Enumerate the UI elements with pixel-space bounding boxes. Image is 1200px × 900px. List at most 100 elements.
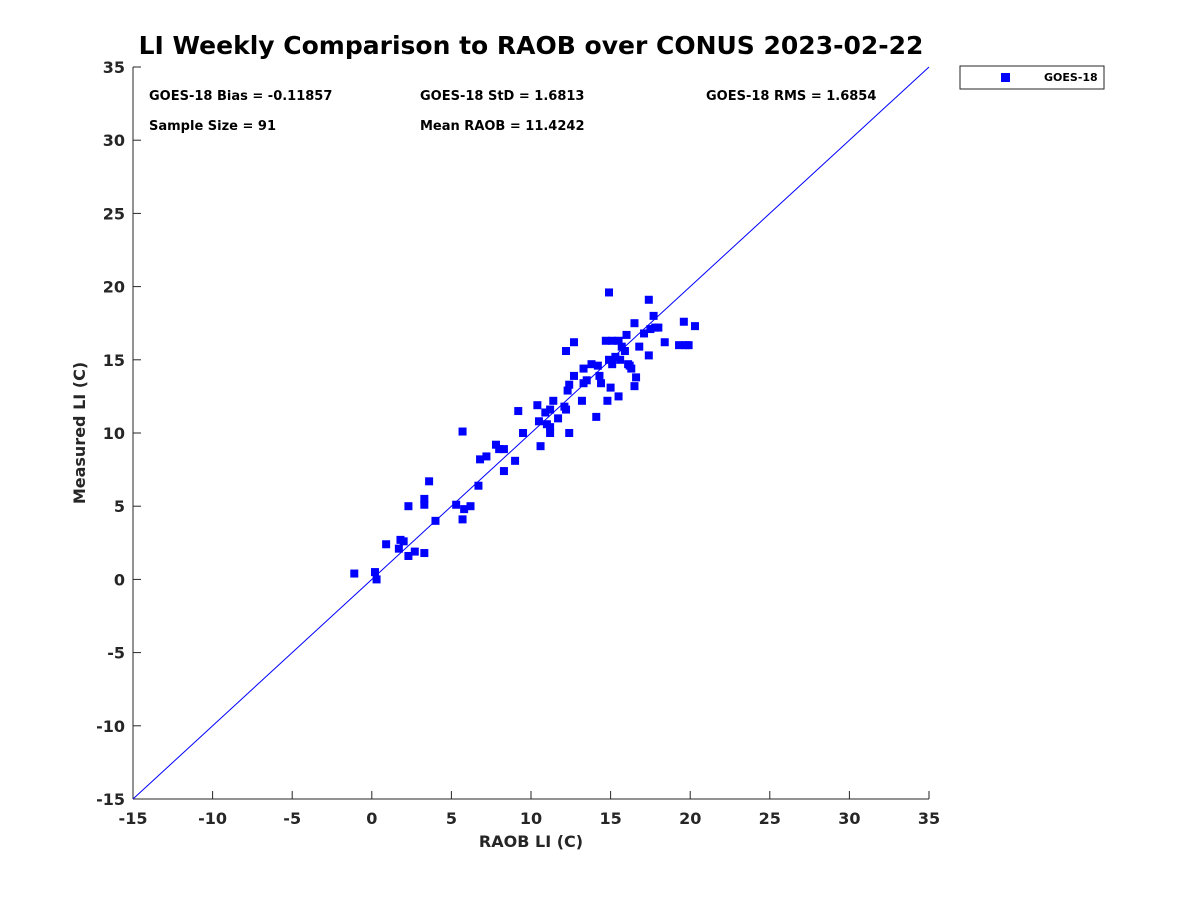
data-point [514,407,523,416]
data-point [565,429,574,437]
y-tick-label: 30 [103,131,125,150]
data-point [533,401,542,410]
data-point [404,551,413,560]
data-point [546,429,555,437]
data-point [410,547,419,556]
data-point [569,338,578,347]
data-point [690,322,699,331]
data-point [644,351,653,360]
y-tick-label: -10 [96,717,125,736]
x-tick-label: -5 [283,809,301,828]
one-to-one-reference-line [132,66,930,800]
data-point [620,347,629,356]
data-point [350,569,359,578]
y-tick-label: -15 [96,790,125,809]
data-point [519,429,528,437]
data-point [474,481,483,490]
data-point [452,500,461,509]
legend-marker-icon [1001,73,1010,82]
data-point [635,342,644,351]
data-point [541,408,550,417]
data-point [611,352,620,361]
data-point [460,505,469,514]
data-point [546,423,555,432]
stats-annotations: GOES-18 Bias = -0.11857 GOES-18 StD = 1.… [149,89,876,134]
x-tick-label: 0 [366,809,377,828]
data-point [608,336,617,345]
data-point [603,396,612,405]
rms-annotation: GOES-18 RMS = 1.6854 [706,89,876,104]
data-point [399,537,408,546]
x-tick-label: 15 [599,809,621,828]
data-point [577,396,586,405]
x-axis-label: RAOB LI (C) [479,832,583,851]
data-point [644,295,653,304]
data-point [458,515,467,524]
data-point [562,347,571,356]
data-points [350,288,699,584]
data-point [372,575,381,584]
y-tick-label: 20 [103,278,125,297]
data-point [679,317,688,326]
data-point [394,544,403,553]
x-tick-label: 10 [520,809,542,828]
data-point [499,445,508,454]
legend-box [959,65,1105,90]
data-point [382,540,391,549]
data-point [684,341,693,350]
plot-area: -15 -10 -5 0 5 10 15 20 25 30 35 -15 -10 -5 0 5 10 15 20 2… [96,58,940,828]
data-point [579,364,588,373]
data-point [431,516,440,525]
data-point [565,380,574,389]
data-point [404,502,413,511]
data-point [632,373,641,382]
sample-size-annotation: Sample Size = 91 [149,119,276,134]
data-point [546,405,555,414]
data-point [499,467,508,476]
y-tick-label: 15 [103,351,125,370]
data-point [495,445,504,454]
y-axis-ticks: -15 -10 -5 0 5 10 15 20 25 30 35 [96,58,141,809]
data-point [614,336,623,345]
y-axis-label: Measured LI (C) [70,362,89,504]
y-tick-label: 25 [103,204,125,223]
data-point [597,379,606,388]
data-point [482,452,491,461]
data-point [511,456,520,465]
data-point [622,330,631,339]
data-point [554,414,563,423]
data-point [601,336,610,345]
legend-label: GOES-18 [1044,71,1098,84]
data-point [675,341,684,350]
data-point [425,477,434,486]
data-point [660,338,669,347]
x-tick-label: 5 [446,809,457,828]
data-point [606,383,615,392]
std-annotation: GOES-18 StD = 1.6813 [420,89,584,104]
data-point [476,455,485,464]
data-point [654,323,663,332]
data-point [593,361,602,370]
legend: GOES-18 [959,65,1105,90]
data-point [536,442,545,451]
x-tick-label: 35 [918,809,940,828]
data-point [605,355,614,364]
data-point [617,342,626,351]
data-point [491,440,500,449]
data-point [595,371,604,380]
data-point [420,494,429,503]
data-point [569,371,578,380]
data-point [646,325,655,334]
data-point [420,549,429,558]
x-tick-label: 20 [679,809,701,828]
x-tick-label: -15 [119,809,148,828]
chart-title: LI Weekly Comparison to RAOB over CONUS … [139,31,924,60]
data-point [649,311,658,320]
x-axis-ticks: -15 -10 -5 0 5 10 15 20 25 30 35 [119,791,940,828]
data-point [582,376,591,385]
data-point [630,382,639,391]
data-point [605,288,614,297]
data-point [534,417,543,426]
x-tick-label: 30 [838,809,860,828]
data-point [627,364,636,373]
